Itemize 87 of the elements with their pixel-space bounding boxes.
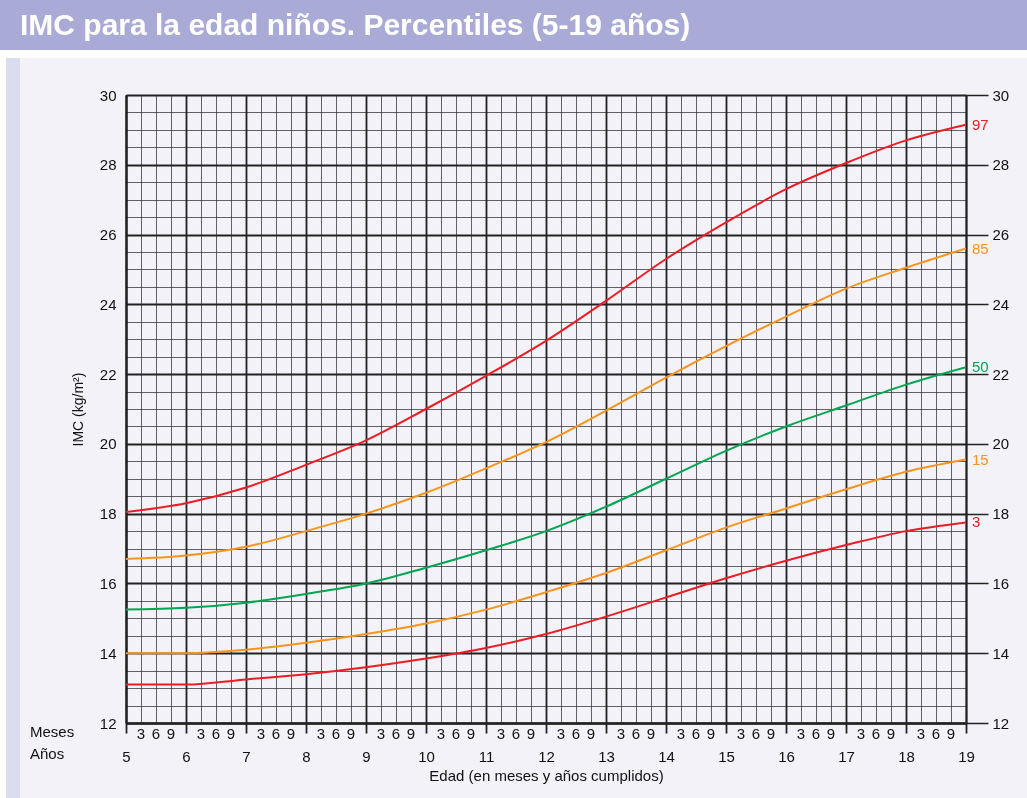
text: 6 <box>391 725 401 742</box>
y2-tick-label: 20 <box>992 435 1010 453</box>
text: 3 <box>196 725 206 742</box>
text: 6 <box>511 725 521 742</box>
text: 6 <box>271 725 281 742</box>
x-axis-title: Edad (en meses y años cumplidos) <box>429 766 664 784</box>
text: 6 <box>451 725 461 742</box>
y-tick-label: 12 <box>99 714 117 732</box>
text: 3 <box>496 725 506 742</box>
text: 3 <box>796 725 806 742</box>
y2-tick-label: 12 <box>992 714 1010 732</box>
y2-tick-label: 30 <box>992 86 1010 104</box>
x-tick-label: 7 <box>242 747 251 765</box>
y-tick-label: 16 <box>99 574 117 592</box>
y-tick-label: 26 <box>99 226 117 244</box>
text: 9 <box>226 725 236 742</box>
text: 6 <box>811 725 821 742</box>
series-label: 3 <box>972 513 981 531</box>
y2-tick-label: 16 <box>992 574 1010 592</box>
text: 6 <box>751 725 761 742</box>
x-tick-label: 12 <box>538 747 555 765</box>
text: 6 <box>151 725 161 742</box>
x-tick-label: 6 <box>182 747 191 765</box>
text: 9 <box>946 725 956 742</box>
y2-tick-label: 24 <box>992 295 1010 313</box>
text: 9 <box>766 725 776 742</box>
text: 9 <box>646 725 656 742</box>
text: 3 <box>856 725 866 742</box>
text: 9 <box>346 725 356 742</box>
text: 9 <box>166 725 176 742</box>
x-tick-label: 16 <box>778 747 795 765</box>
y-tick-label: 14 <box>99 644 117 662</box>
text: 6 <box>331 725 341 742</box>
text: 6 <box>211 725 221 742</box>
text: Meses <box>30 723 75 740</box>
text: 6 <box>871 725 881 742</box>
y-tick-label: 28 <box>99 156 117 174</box>
text: 9 <box>706 725 716 742</box>
text: 9 <box>586 725 596 742</box>
x-tick-label: 18 <box>898 747 915 765</box>
x-tick-label: 8 <box>302 747 311 765</box>
x-tick-label: 11 <box>478 747 495 765</box>
text: 3 <box>916 725 926 742</box>
text: 6 <box>691 725 701 742</box>
x-tick-label: 10 <box>418 747 435 765</box>
y2-tick-label: 14 <box>992 644 1010 662</box>
text: 3 <box>376 725 386 742</box>
text: 3 <box>136 725 146 742</box>
text: 9 <box>526 725 536 742</box>
text: 9 <box>826 725 836 742</box>
series-label: 15 <box>972 450 989 468</box>
x-tick-label: 17 <box>838 747 855 765</box>
y-tick-label: 20 <box>99 435 117 453</box>
text: 3 <box>316 725 326 742</box>
y2-tick-label: 26 <box>992 226 1010 244</box>
text: 9 <box>286 725 296 742</box>
series-label: 85 <box>972 239 989 257</box>
x-tick-label: 9 <box>362 747 371 765</box>
x-tick-label: 14 <box>658 747 675 765</box>
text: 3 <box>556 725 566 742</box>
y2-tick-label: 22 <box>992 365 1010 383</box>
x-tick-label: 19 <box>958 747 975 765</box>
y-tick-label: 24 <box>99 295 117 313</box>
text: 3 <box>736 725 746 742</box>
text: 6 <box>931 725 941 742</box>
x-tick-label: 15 <box>718 747 735 765</box>
series-label: 97 <box>972 115 989 133</box>
text: 3 <box>616 725 626 742</box>
text: 3 <box>256 725 266 742</box>
text: 9 <box>406 725 416 742</box>
y-tick-label: 18 <box>99 505 117 523</box>
text: Años <box>30 745 65 762</box>
text: 6 <box>631 725 641 742</box>
y-tick-label: 30 <box>99 86 117 104</box>
series-label: 50 <box>972 358 989 376</box>
x-tick-label: 13 <box>598 747 615 765</box>
text: 9 <box>466 725 476 742</box>
y-tick-label: 22 <box>99 365 117 383</box>
x-tick-label: 5 <box>122 747 131 765</box>
text: 3 <box>436 725 446 742</box>
text: 6 <box>571 725 581 742</box>
text: 9 <box>886 725 896 742</box>
y-axis-title: IMC (kg/m²) <box>69 372 86 447</box>
y2-tick-label: 18 <box>992 505 1010 523</box>
chart-title: IMC para la edad niños. Percentiles (5-19 años) <box>0 0 1027 50</box>
text: 3 <box>676 725 686 742</box>
y2-tick-label: 28 <box>992 156 1010 174</box>
